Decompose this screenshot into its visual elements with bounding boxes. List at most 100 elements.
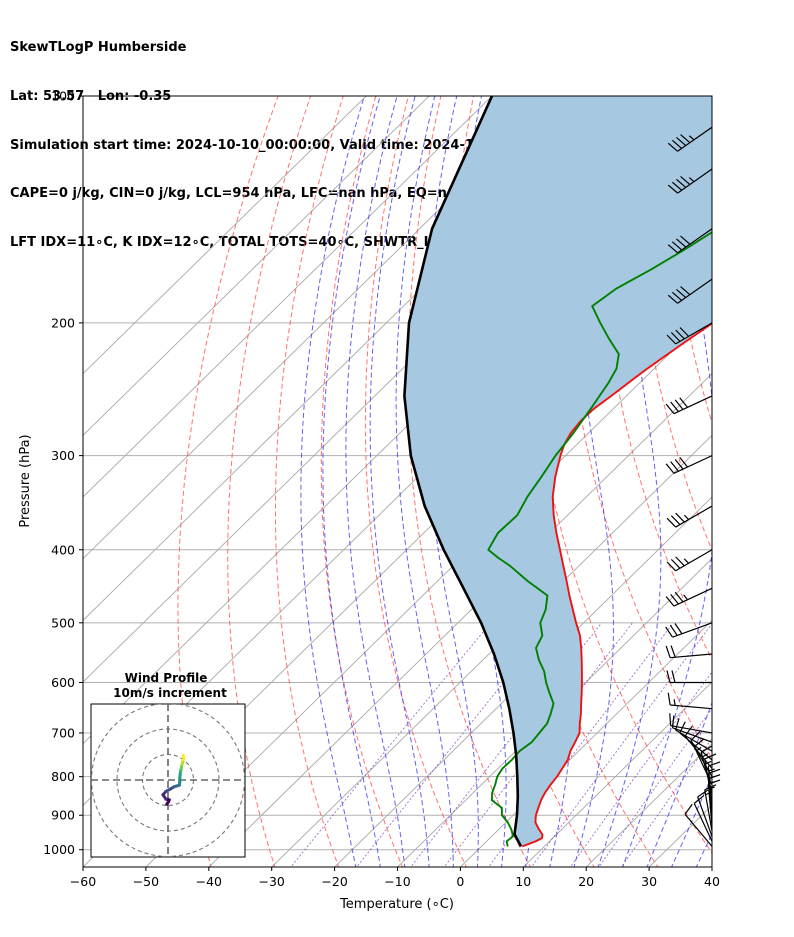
y-tick-label: 400 bbox=[51, 542, 75, 557]
hodograph-subtitle: 10m/s increment bbox=[113, 686, 227, 700]
wind-barb-full bbox=[667, 142, 678, 152]
wind-barb-full bbox=[684, 725, 693, 737]
x-tick-label: 10 bbox=[515, 874, 531, 889]
wind-barb-shaft bbox=[704, 789, 713, 832]
wind-barb-full bbox=[665, 596, 675, 607]
moist-adiabat-line bbox=[345, 96, 406, 867]
y-axis-label: Pressure (hPa) bbox=[18, 434, 33, 527]
wind-barb-shaft bbox=[675, 729, 713, 752]
wind-barb bbox=[666, 322, 713, 345]
y-tick-label: 1000 bbox=[43, 842, 75, 857]
moist-adiabat-line bbox=[322, 96, 381, 867]
wind-barb bbox=[665, 645, 713, 659]
moist-adiabat-line bbox=[646, 701, 712, 867]
wind-barb-full bbox=[670, 332, 681, 342]
dry-adiabat-line bbox=[274, 96, 344, 867]
wind-barb-full bbox=[680, 286, 691, 296]
isotherm-line bbox=[271, 434, 712, 867]
wind-barb-full bbox=[669, 624, 678, 636]
cin-area bbox=[404, 96, 712, 847]
wind-barb-full bbox=[667, 294, 678, 304]
isotherm-line bbox=[459, 619, 712, 867]
wind-barb-full bbox=[665, 463, 675, 474]
x-axis-ticks: −60 −50 −40 −30 −20 −10 0 10 20 30 40 bbox=[70, 867, 720, 889]
wind-barb-half bbox=[683, 514, 690, 520]
wind-barb-full bbox=[667, 184, 678, 194]
wind-barb-full bbox=[675, 718, 680, 731]
wind-barb-shaft bbox=[673, 395, 713, 415]
wind-barb bbox=[665, 622, 713, 638]
wind-barb-full bbox=[704, 753, 717, 760]
isotherm-line bbox=[83, 96, 493, 498]
wind-barb-full bbox=[697, 789, 709, 798]
wind-barb bbox=[697, 789, 713, 837]
isotherm-line bbox=[522, 681, 712, 867]
moist-adiabat-line bbox=[622, 96, 712, 867]
wind-barb-full bbox=[674, 591, 684, 603]
x-tick-label: −50 bbox=[133, 874, 159, 889]
temperature-profile-line bbox=[521, 322, 712, 848]
moist-adiabat-line bbox=[423, 96, 479, 867]
hodograph-title: Wind Profile bbox=[125, 671, 208, 685]
cin-shading bbox=[404, 96, 712, 847]
wind-barb-shaft bbox=[693, 803, 713, 842]
hodograph-trace-segment bbox=[181, 754, 186, 760]
wind-barb-half bbox=[673, 699, 676, 706]
dry-adiabat-line bbox=[599, 96, 712, 661]
wind-barb-full bbox=[680, 235, 691, 245]
moist-adiabat-line bbox=[300, 96, 365, 867]
wind-barb-shaft bbox=[693, 746, 713, 785]
dry-adiabat-line bbox=[227, 96, 312, 867]
wind-barb-full bbox=[671, 670, 676, 683]
mixing-ratio-line bbox=[569, 671, 712, 867]
y-tick-label: 600 bbox=[51, 675, 75, 690]
wind-barb-shaft bbox=[670, 725, 713, 734]
y-tick-label: 700 bbox=[51, 725, 75, 740]
wind-barb-full bbox=[680, 175, 691, 185]
wind-barb bbox=[666, 549, 713, 572]
wind-barb-full bbox=[679, 397, 688, 408]
wind-barb-full bbox=[667, 244, 678, 254]
y-tick-label: 300 bbox=[51, 448, 75, 463]
moist-adiabat-line bbox=[720, 79, 794, 869]
wind-barb bbox=[667, 278, 713, 304]
wind-barb bbox=[665, 395, 713, 415]
y-tick-label: 100 bbox=[51, 89, 75, 104]
moist-adiabat-line bbox=[671, 774, 712, 867]
wind-barb-half bbox=[688, 135, 695, 141]
mixing-ratio-line bbox=[356, 622, 552, 867]
x-tick-label: −40 bbox=[196, 874, 222, 889]
isotherm-line bbox=[83, 96, 367, 375]
wind-barb-full bbox=[676, 136, 687, 147]
moist-adiabat-line bbox=[395, 96, 454, 867]
station-coordinates: Lat: 53.57 Lon: -0.35 bbox=[10, 89, 172, 105]
wind-barb-full bbox=[671, 241, 683, 251]
wind-barb-full bbox=[670, 401, 679, 412]
mixing-ratio-line bbox=[530, 623, 712, 867]
y-tick-label: 800 bbox=[51, 769, 75, 784]
mixing-ratio-line bbox=[290, 622, 491, 867]
wind-barb-full bbox=[676, 238, 687, 248]
wind-barb-shaft bbox=[675, 505, 713, 528]
wind-barb bbox=[667, 126, 713, 152]
x-tick-label: 30 bbox=[641, 874, 657, 889]
wind-barb-full bbox=[680, 134, 691, 144]
mixing-ratio-line bbox=[598, 707, 712, 867]
dry-adiabat-line bbox=[364, 96, 467, 867]
wind-barb-full bbox=[670, 515, 681, 525]
x-tick-label: 0 bbox=[456, 874, 464, 889]
dry-adiabat-line bbox=[701, 96, 712, 246]
wind-barb-half bbox=[688, 177, 695, 183]
y-axis-ticks: 1000 900 800 700 600 500 400 300 200 100 bbox=[43, 89, 83, 857]
wind-barb-full bbox=[693, 738, 705, 748]
wind-barb-full bbox=[666, 517, 677, 528]
wind-barb bbox=[669, 713, 713, 734]
wind-barb-shaft bbox=[672, 727, 713, 743]
moist-adiabat-line bbox=[369, 96, 430, 867]
wind-barb-shaft bbox=[673, 455, 713, 474]
wind-barb-half bbox=[702, 753, 709, 758]
wind-barb-full bbox=[674, 399, 684, 410]
x-tick-label: −10 bbox=[384, 874, 410, 889]
x-tick-label: 20 bbox=[578, 874, 594, 889]
chart-title: SkewTLogP Humberside bbox=[10, 40, 187, 56]
